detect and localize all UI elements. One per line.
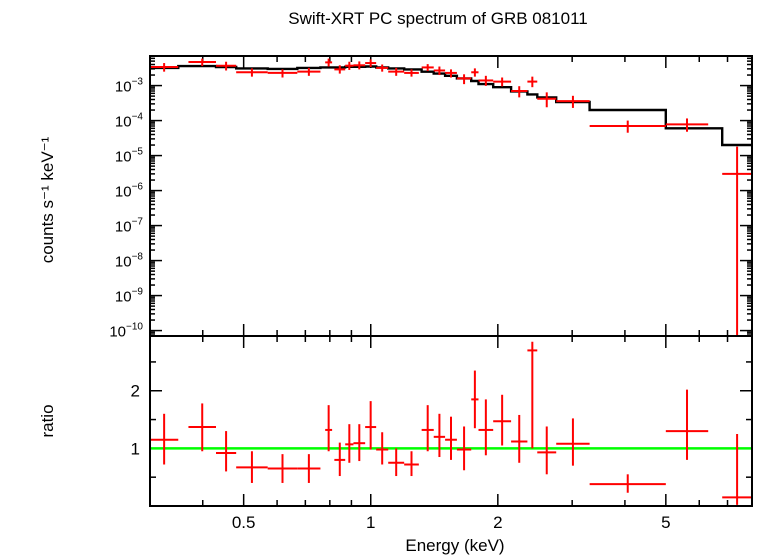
- y-tick-label: 10−7: [115, 217, 144, 236]
- ratio-point: [325, 405, 333, 452]
- top-panel-ticks: [149, 55, 753, 336]
- data-point: [150, 63, 179, 72]
- x-tick-label: 1: [366, 513, 375, 532]
- data-point: [589, 120, 666, 133]
- data-point: [478, 75, 494, 86]
- ratio-tick-label: 1: [131, 439, 140, 458]
- y-tick-label: 10−3: [115, 77, 144, 96]
- x-axis-label: Energy (keV): [405, 536, 504, 555]
- data-point: [456, 74, 472, 85]
- ratio-point: [722, 433, 752, 505]
- bottom-panel: 12 0.5 1 2 5 ratio Energy (keV): [38, 335, 753, 555]
- ratio-point: [511, 414, 528, 463]
- y-tick-label: 10−9: [115, 287, 144, 306]
- ratio-point: [334, 442, 346, 477]
- data-point: [665, 118, 709, 132]
- y-tick-label: 10−6: [115, 182, 144, 201]
- data-point: [188, 58, 217, 67]
- top-y-axis-label: counts s⁻¹ keV⁻¹: [38, 136, 57, 263]
- data-point: [334, 65, 346, 74]
- data-point: [236, 68, 268, 77]
- ratio-tick-label: 2: [131, 382, 140, 401]
- ratio-point: [376, 432, 389, 465]
- data-point: [433, 66, 446, 76]
- y-tick-label: 10−4: [115, 112, 144, 131]
- y-tick-label: 10−8: [115, 252, 144, 271]
- data-point: [471, 68, 479, 77]
- data-point: [216, 61, 237, 71]
- data-point: [511, 86, 528, 98]
- ratio-point: [556, 418, 590, 466]
- y-tick-label: 10−5: [115, 147, 144, 166]
- bottom-y-tick-labels: 12: [131, 382, 140, 459]
- spectrum-data-points: [150, 58, 752, 336]
- top-y-tick-labels: 10−3 10−4 10−5 10−6 10−7 10−8 10−9 10−10: [109, 77, 143, 341]
- ratio-point: [456, 426, 472, 471]
- ratio-point: [388, 448, 405, 477]
- bottom-y-axis-label: ratio: [38, 404, 57, 437]
- ratio-point: [236, 451, 268, 483]
- ratio-point: [365, 401, 377, 450]
- data-point: [365, 59, 377, 67]
- top-panel-frame: [149, 55, 753, 337]
- ratio-point: [433, 413, 446, 458]
- x-tick-label: 0.5: [232, 513, 256, 532]
- ratio-point: [297, 454, 321, 483]
- x-tick-label: 5: [661, 513, 670, 532]
- ratio-point: [188, 403, 217, 452]
- data-point: [376, 64, 389, 72]
- data-point: [345, 61, 354, 70]
- ratio-point: [589, 474, 666, 493]
- ratio-point: [404, 451, 419, 477]
- data-point: [297, 67, 321, 76]
- ratio-point: [665, 389, 709, 460]
- data-point: [421, 64, 434, 72]
- bottom-panel-frame: [149, 335, 753, 507]
- top-panel: 10−3 10−4 10−5 10−6 10−7 10−8 10−9 10−10 counts…: [38, 55, 753, 341]
- data-point: [404, 69, 419, 77]
- data-point: [493, 77, 512, 87]
- data-point: [325, 58, 333, 67]
- ratio-point: [478, 399, 494, 456]
- chart-title: Swift-XRT PC spectrum of GRB 081011: [288, 9, 588, 28]
- data-point: [267, 69, 298, 78]
- ratio-point: [216, 431, 237, 472]
- ratio-point: [445, 416, 457, 460]
- ratio-point: [421, 405, 434, 452]
- y-tick-label: 10−10: [109, 322, 143, 341]
- data-point: [353, 61, 366, 70]
- ratio-point: [493, 394, 512, 446]
- ratio-point: [537, 426, 557, 475]
- data-point: [388, 67, 405, 76]
- ratio-data-points: [150, 341, 752, 505]
- x-tick-label: 2: [493, 513, 502, 532]
- ratio-point: [471, 370, 479, 429]
- ratio-point: [345, 424, 354, 463]
- ratio-point: [353, 424, 366, 462]
- model-step-line: [150, 64, 752, 147]
- data-point: [537, 92, 557, 108]
- data-point: [527, 76, 538, 88]
- ratio-point: [267, 454, 298, 483]
- model-curve: [150, 64, 752, 147]
- data-point: [445, 69, 457, 78]
- data-point: [556, 95, 590, 108]
- x-tick-labels: 0.5 1 2 5: [232, 513, 671, 532]
- data-point: [722, 146, 752, 336]
- ratio-point: [527, 341, 538, 449]
- ratio-point: [150, 413, 179, 465]
